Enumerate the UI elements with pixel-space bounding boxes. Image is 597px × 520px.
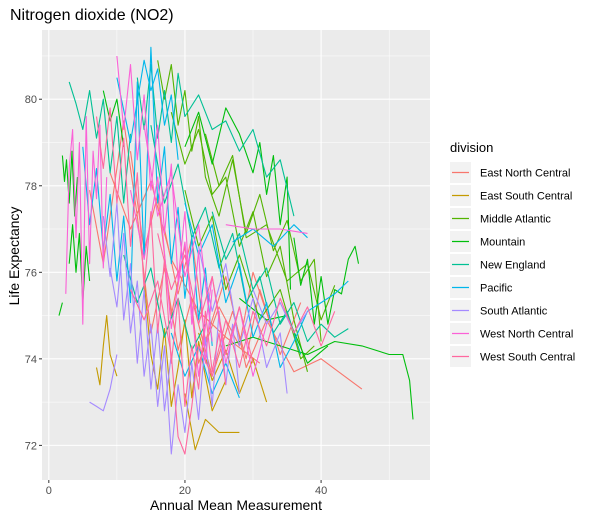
series-line-middle-atlantic: [157, 60, 322, 342]
series-line-middle-atlantic: [184, 189, 315, 360]
legend-label: West South Central: [480, 352, 575, 364]
series-line-new-england: [68, 81, 132, 204]
series-line-new-england: [150, 125, 302, 355]
axes: 0 20 40 72 74 76 78 80: [25, 94, 327, 497]
series-line-west-south-central: [157, 233, 254, 364]
series-line-east-south-central: [95, 315, 118, 386]
y-tick-label: 72: [25, 440, 37, 452]
series-line-south-atlantic: [102, 202, 172, 412]
legend-label: South Atlantic: [480, 306, 548, 318]
legend-label: New England: [480, 260, 545, 272]
legend-title: division: [450, 140, 493, 155]
y-tick-label: 76: [25, 267, 37, 279]
series-line-east-south-central: [184, 393, 240, 451]
series-line-west-north-central: [225, 224, 308, 234]
series-line-west-north-central: [116, 55, 213, 364]
series-line-west-north-central: [129, 176, 268, 377]
x-tick-label: 0: [46, 485, 52, 497]
series-line-middle-atlantic: [204, 133, 336, 321]
series-line-mountain: [225, 336, 414, 420]
series-line-west-north-central: [143, 125, 213, 342]
series-line-west-south-central: [95, 107, 227, 407]
y-axis-title: Life Expectancy: [6, 207, 22, 306]
legend-label: West North Central: [480, 329, 573, 341]
series-line-mountain: [58, 302, 63, 316]
series-line-mountain: [68, 224, 91, 304]
legend-label: Middle Atlantic: [480, 214, 551, 226]
legend-label: Pacific: [480, 283, 513, 295]
series-middle-atlantic: [157, 60, 336, 372]
series-line-south-atlantic: [252, 289, 308, 334]
legend-label: Mountain: [480, 237, 525, 249]
series-line-south-atlantic: [109, 232, 240, 455]
series-line-mountain: [61, 150, 78, 217]
x-tick-label: 20: [179, 485, 191, 497]
y-tick-label: 78: [25, 181, 37, 193]
series-lines: [58, 46, 414, 455]
y-tick-label: 74: [25, 354, 37, 366]
legend-label: East South Central: [480, 191, 572, 203]
series-line-pacific: [184, 202, 349, 369]
series-line-pacific: [232, 224, 308, 247]
series-new-england: [68, 64, 349, 355]
series-line-south-atlantic: [89, 354, 118, 412]
series-line-south-atlantic: [198, 246, 288, 394]
legend-label: East North Central: [480, 168, 570, 180]
series-line-new-england: [211, 211, 349, 343]
series-line-middle-atlantic: [170, 112, 309, 372]
series-mountain: [58, 90, 414, 420]
plot-panel: [42, 30, 430, 480]
chart-title: Nitrogen dioxide (NO2): [10, 7, 174, 24]
series-line-west-south-central: [129, 280, 336, 455]
series-line-pacific: [116, 59, 179, 160]
series-line-new-england: [136, 64, 295, 217]
x-tick-label: 40: [315, 485, 327, 497]
series-line-mountain: [293, 237, 360, 325]
legend: division East North Central East South Ce…: [450, 140, 575, 367]
series-west-south-central: [95, 107, 336, 455]
x-axis-title: Annual Mean Measurement: [150, 497, 322, 513]
y-tick-label: 80: [25, 94, 37, 106]
series-line-west-north-central: [65, 115, 108, 325]
series-south-atlantic: [89, 202, 308, 455]
series-line-mountain: [184, 107, 292, 290]
series-line-mountain: [102, 90, 125, 147]
series-west-north-central: [65, 55, 308, 377]
